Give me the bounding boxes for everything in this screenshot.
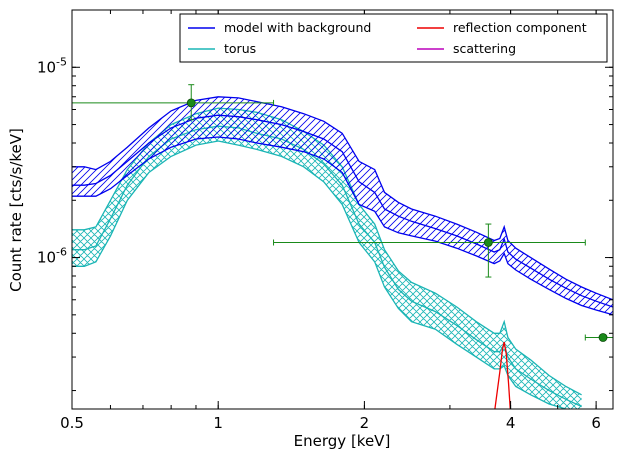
tick-labels: 0.5 1 2 4 6 10-5 10-6 — [37, 55, 601, 432]
data-point-marker — [186, 98, 196, 108]
legend-label: scattering — [453, 41, 516, 56]
data-point-3 — [584, 333, 613, 342]
y-tick-label: 10-5 — [37, 55, 67, 76]
legend-label: reflection component — [453, 20, 587, 35]
x-tick-label: 4 — [506, 414, 516, 432]
plot-frame — [71, 9, 614, 410]
plot-area — [72, 84, 613, 409]
x-tick-label: 6 — [591, 414, 601, 432]
legend-label: model with background — [224, 20, 371, 35]
legend: model with background reflection componen… — [179, 13, 608, 63]
legend-entry: scattering — [417, 41, 516, 56]
reflection-component-line — [494, 341, 511, 409]
legend-box — [179, 13, 608, 63]
data-point-marker — [598, 333, 608, 342]
y-tick-label: 10-6 — [37, 246, 67, 267]
model-lower-line — [72, 136, 613, 316]
legend-entry: reflection component — [417, 20, 587, 35]
y-axis-label: Count rate [cts/s/keV] — [7, 128, 25, 292]
data-point-1 — [72, 84, 275, 121]
x-axis-label: Energy [keV] — [294, 432, 391, 450]
legend-entry: torus — [188, 41, 256, 56]
axis-ticks — [71, 9, 613, 409]
legend-label: torus — [224, 41, 256, 56]
model-mid-line — [72, 114, 613, 308]
legend-entry: model with background — [188, 20, 371, 35]
data-point-marker — [483, 238, 493, 247]
model-upper-line — [72, 96, 613, 301]
x-tick-label: 2 — [360, 414, 370, 432]
data-point-2 — [273, 223, 586, 278]
x-tick-label: 0.5 — [60, 414, 84, 432]
torus-band-fill — [72, 108, 582, 409]
model-band-fill — [72, 96, 613, 315]
x-tick-label: 1 — [213, 414, 223, 432]
